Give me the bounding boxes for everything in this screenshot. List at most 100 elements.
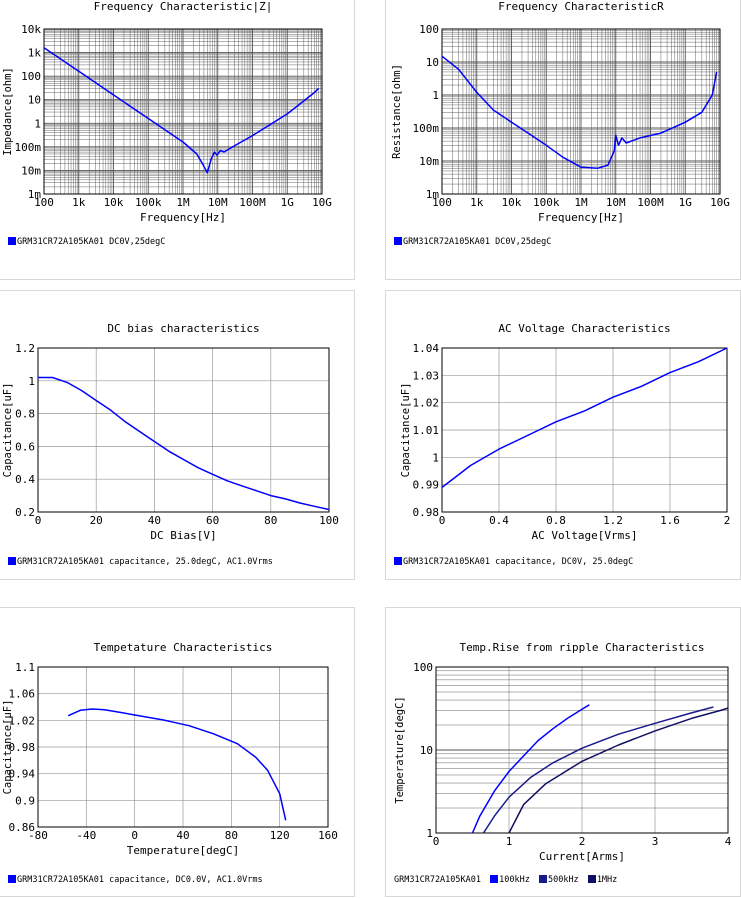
x-tick-label: 100 [34,196,54,209]
legend: GRM31CR72A105KA01 capacitance, DC0V, 25.… [394,557,633,567]
legend-swatch [394,557,402,565]
y-tick-label: 1 [432,89,439,102]
y-tick-label: 0.6 [15,440,35,453]
dc-bias-chart: DC bias characteristics 0 20 40 60 80 100 0.2 0.… [2,322,339,542]
chart-title: Frequency CharacteristicR [498,0,664,13]
x-tick-label: 1M [176,196,190,209]
legend-prefix: GRM31CR72A105KA01 [394,875,481,885]
temperature-chart: Tempetature Characteristics -80 -40 0 40 80 12… [2,641,338,857]
series-line [441,347,728,488]
legend: GRM31CR72A105KA01 capacitance, 25.0degC,… [8,557,273,567]
y-tick-label: 100m [15,141,42,154]
y-tick-label: 10m [419,155,439,168]
x-tick-label: 1 [506,835,513,848]
x-tick-label: 1.2 [603,514,623,527]
x-tick-label: -80 [28,829,48,842]
legend-swatch [8,557,16,565]
y-tick-label: 100m [413,122,440,135]
series-group [441,55,718,170]
resistance-chart: Frequency CharacteristicR 100 1k 10k 100k 1M 1… [391,0,730,224]
y-axis-label: Resistance[ohm] [391,64,403,159]
legend-swatch [8,237,16,245]
y-tick-label: 10 [420,744,433,757]
x-tick-label: 1k [72,196,86,209]
panel-ac-voltage: AC Voltage Characteristics 0 0.4 0.8 1.2 1.6 2… [385,290,741,580]
y-tick-label: 1 [432,451,439,464]
impedance-chart: Frequency Characteristic|Z| 100 1k 10k 100k 1… [2,0,332,224]
panel-temp-rise: Temp.Rise from ripple Characteristics 0 1 2… [385,607,741,897]
x-axis-label: AC Voltage[Vrms] [532,529,638,542]
panel-frequency-z: Frequency Characteristic|Z| 100 1k 10k 100k 1… [0,0,355,280]
plot-frame [435,666,729,834]
x-tick-label: 80 [264,514,277,527]
x-tick-label: 10G [710,196,730,209]
y-tick-label: 1.2 [15,342,35,355]
x-axis-label: DC Bias[V] [150,529,216,542]
chart-title: DC bias characteristics [107,322,259,335]
legend-text: GRM31CR72A105KA01 DC0V,25degC [17,237,166,247]
legend-entry-1mhz: 1MHz [587,875,618,885]
x-tick-label: 4 [725,835,732,848]
y-tick-label: 0.86 [9,821,36,834]
legend: GRM31CR72A105KA01 DC0V,25degC [8,237,165,247]
x-tick-label: 100k [135,196,162,209]
y-tick-label: 100 [21,70,41,83]
x-tick-label: 0 [35,514,42,527]
x-tick-label: 1G [281,196,294,209]
y-tick-label: 1m [28,188,42,201]
plot-frame [441,347,728,513]
x-axis-label: Frequency[Hz] [538,211,624,224]
x-tick-label: 1k [470,196,484,209]
legend: GRM31CR72A105KA01 capacitance, DC0.0V, A… [8,875,263,885]
y-tick-label: 0.8 [15,408,35,421]
grid [441,347,728,513]
x-tick-label: 100M [637,196,664,209]
y-axis-label: Capacitance[uF] [2,383,14,478]
plot-frame [441,28,721,195]
series-line [67,708,287,821]
x-tick-label: 20 [90,514,103,527]
y-tick-label: 100 [413,661,433,674]
series-group [471,704,729,834]
x-tick-label: 10G [312,196,332,209]
x-tick-label: 160 [318,829,338,842]
y-tick-label: 1.04 [413,342,440,355]
grid [37,347,330,513]
series-group [38,376,330,511]
legend: GRM31CR72A105KA01 DC0V,25degC [394,237,551,247]
x-tick-label: 2 [724,514,731,527]
panel-temperature: Tempetature Characteristics -80 -40 0 40 80 12… [0,607,355,897]
plot-frame [43,28,323,195]
legend-swatch [394,237,402,245]
x-tick-label: 1G [679,196,692,209]
chart-title: AC Voltage Characteristics [498,322,670,335]
grid [441,29,720,195]
x-tick-label: 40 [176,829,189,842]
y-tick-label: 10 [28,94,41,107]
y-tick-label: 1.1 [15,661,35,674]
legend-entry-100khz: 100kHz [490,875,530,885]
y-axis-label: Temperature[degC] [394,696,406,803]
x-tick-label: 10k [104,196,124,209]
y-tick-label: 10m [21,164,41,177]
y-tick-label: 1m [426,188,440,201]
y-tick-label: 1 [28,375,35,388]
y-tick-label: 1.01 [413,424,440,437]
x-tick-label: 10M [606,196,626,209]
legend-text: 1MHz [596,875,618,885]
legend-text: 100kHz [499,875,530,885]
y-axis-label: Capacitance[uF] [400,383,412,478]
y-tick-label: 100 [419,23,439,36]
legend-text: 500kHz [547,875,579,885]
x-tick-label: 100k [533,196,560,209]
legend-swatch [8,875,16,883]
y-axis-label: Impedance[ohm] [2,67,14,156]
series-group [441,347,728,488]
x-axis-label: Current[Arms] [539,850,625,863]
x-tick-label: 0 [433,835,440,848]
grid [37,666,329,828]
plot-frame [37,347,330,513]
x-tick-label: -40 [76,829,96,842]
y-tick-label: 0.9 [15,794,35,807]
